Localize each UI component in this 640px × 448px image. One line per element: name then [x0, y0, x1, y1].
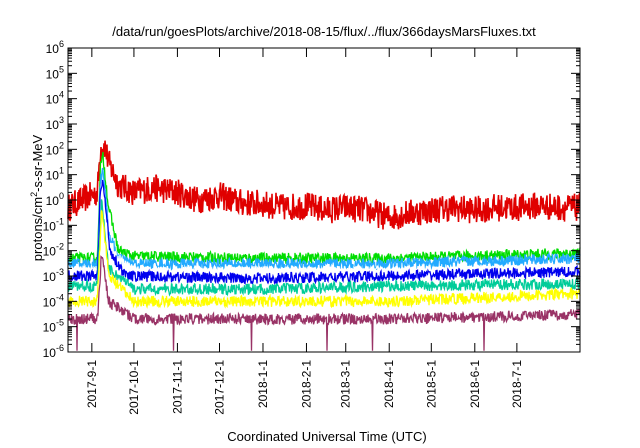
x-tick-label: 2018-1-1	[256, 360, 270, 408]
chart-title: /data/run/goesPlots/archive/2018-08-15/f…	[112, 24, 536, 39]
y-tick-label: 10-2	[43, 242, 64, 259]
y-tick-label: 104	[46, 90, 64, 107]
y-tick-exp: -5	[56, 318, 64, 328]
y-tick-label: 106	[46, 39, 64, 56]
y-label-sup: 2	[29, 192, 39, 197]
y-tick-base: 10	[46, 118, 60, 132]
y-tick-base: 10	[46, 169, 60, 183]
y-tick-label: 101	[46, 166, 64, 183]
y-tick-base: 10	[43, 245, 57, 259]
y-tick-exp: 1	[59, 166, 64, 176]
y-tick-label: 103	[46, 115, 64, 132]
y-tick-base: 10	[43, 321, 57, 335]
y-tick-exp: 5	[59, 64, 64, 74]
y-tick-base: 10	[46, 93, 60, 107]
y-tick-exp: -1	[56, 216, 64, 226]
x-tick-label: 2018-3-1	[339, 360, 353, 408]
y-tick-label: 10-6	[43, 343, 64, 360]
series-line-7	[67, 210, 581, 310]
y-tick-label: 105	[46, 64, 64, 81]
y-label-post: -s-sr-MeV	[30, 134, 45, 191]
y-tick-base: 10	[43, 219, 57, 233]
x-tick-label: 2018-4-1	[382, 360, 396, 408]
y-tick-base: 10	[46, 143, 60, 157]
series-line-8	[67, 255, 581, 351]
y-tick-exp: 3	[59, 115, 64, 125]
y-tick-exp: 0	[59, 191, 64, 201]
y-tick-label: 10-5	[43, 318, 64, 335]
y-tick-label: 100	[46, 191, 64, 208]
y-tick-base: 10	[46, 42, 60, 56]
y-tick-label: 10-1	[43, 216, 64, 233]
series-line-3	[67, 167, 581, 272]
series-line-1	[67, 140, 581, 230]
y-tick-base: 10	[46, 194, 60, 208]
x-tick-label: 2017-11-1	[170, 360, 184, 414]
x-tick-label: 2018-2-1	[300, 360, 314, 408]
y-tick-base: 10	[43, 270, 57, 284]
y-tick-label: 102	[46, 140, 64, 157]
x-tick-label: 2018-6-1	[468, 360, 482, 408]
x-axis: 2017-9-1 2017-10-1 2017-11-1 2017-12-1 2018-…	[85, 48, 524, 415]
y-label-pre: protons/cm	[30, 197, 45, 261]
x-tick-label: 2018-5-1	[424, 360, 438, 408]
series-line-5	[67, 179, 581, 286]
x-tick-label: 2017-12-1	[213, 360, 227, 415]
y-tick-exp: -2	[56, 242, 64, 252]
x-tick-label: 2017-9-1	[85, 360, 99, 408]
series-layer	[67, 140, 581, 351]
y-tick-exp: -6	[56, 343, 64, 353]
x-tick-label: 2017-10-1	[127, 360, 141, 415]
y-tick-exp: -3	[56, 267, 64, 277]
y-axis-label: protons/cm2-s-sr-MeV	[29, 134, 45, 261]
y-tick-base: 10	[43, 295, 57, 309]
y-tick-label: 10-4	[43, 292, 64, 309]
x-axis-label: Coordinated Universal Time (UTC)	[227, 429, 426, 444]
y-tick-exp: 6	[59, 39, 64, 49]
y-tick-exp: -4	[56, 292, 64, 302]
y-tick-label: 10-3	[43, 267, 64, 284]
y-tick-exp: 2	[59, 140, 64, 150]
x-tick-label: 2018-7-1	[510, 360, 524, 408]
series-line-6	[67, 199, 581, 297]
y-tick-base: 10	[43, 346, 57, 360]
y-tick-exp: 4	[59, 90, 64, 100]
y-tick-base: 10	[46, 67, 60, 81]
y-axis: 10-610-510-410-310-210-11001011021031041…	[43, 39, 580, 360]
